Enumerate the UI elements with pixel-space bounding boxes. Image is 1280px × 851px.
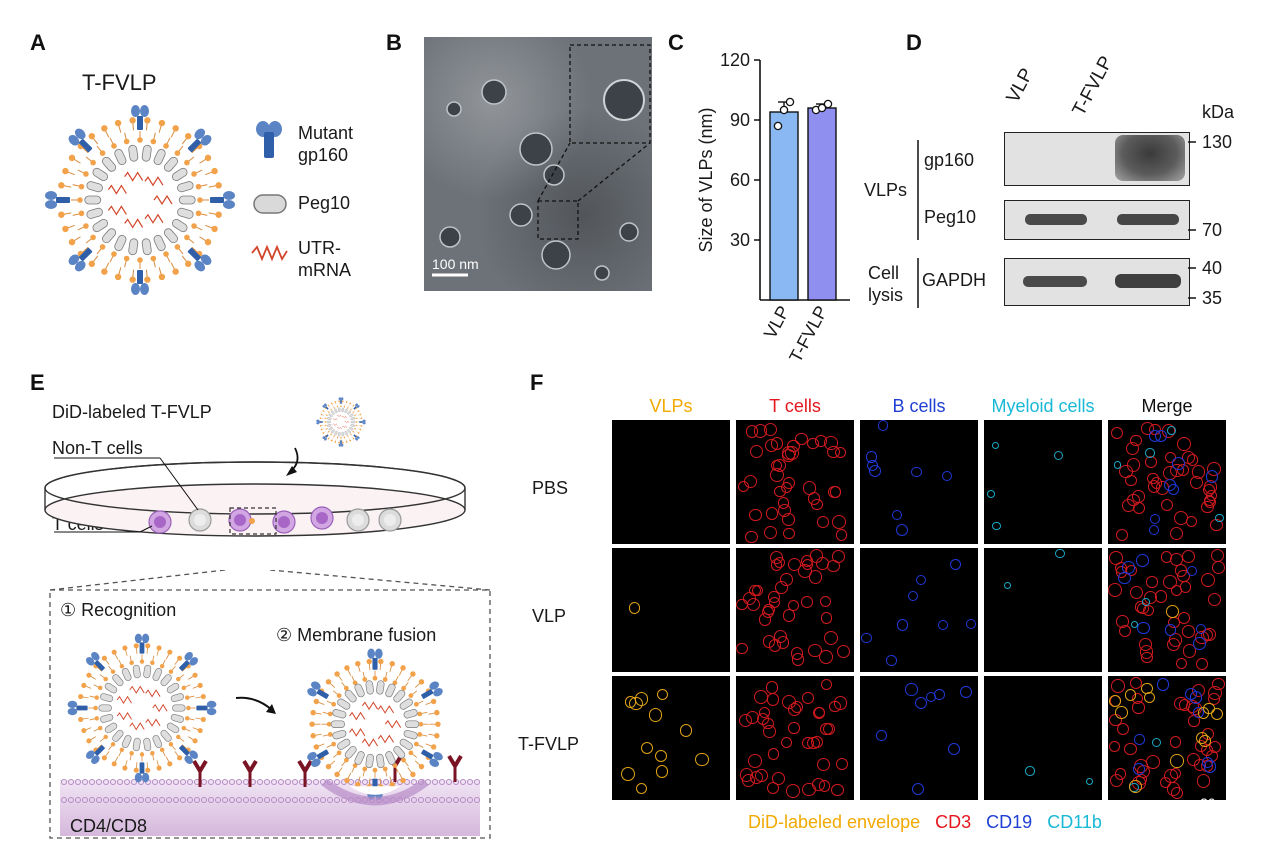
group-label-cell-lysis: Cell lysis: [868, 263, 903, 305]
data-point: [773, 121, 783, 131]
column-label-t-cells: T cells: [769, 396, 821, 416]
bar-vlp: [769, 111, 799, 301]
confocal-panel-pbs-vlps: [612, 420, 730, 544]
marker-70: 70: [1202, 220, 1223, 240]
group-label-vlps: VLPs: [864, 180, 908, 200]
gp160-icon: [256, 121, 282, 158]
mrna-squiggle-icon: [251, 244, 288, 262]
legend-mrna-label: UTR- mRNA: [298, 238, 351, 280]
data-point: [785, 97, 795, 107]
blot-label-gapdh: GAPDH: [922, 270, 987, 290]
y-tick-label: 60: [730, 170, 750, 190]
y-tick-label: 120: [720, 50, 750, 70]
marker-40: 40: [1202, 258, 1223, 278]
confocal-panel-t-fvlp-vlps: [612, 676, 730, 800]
column-label-merge: Merge: [1141, 396, 1193, 416]
marker-130: 130: [1202, 132, 1233, 152]
confocal-panel-vlp-vlps: [612, 548, 730, 672]
y-axis-label: Size of VLPs (nm): [696, 107, 716, 252]
row-label-t-fvlp: T-FVLP: [518, 734, 580, 754]
confocal-panel-t-fvlp-b-cells: [860, 676, 978, 800]
column-label-vlps: VLPs: [649, 396, 693, 416]
blot-gp160: [1004, 132, 1190, 186]
vlp-recognition-illustration: [67, 633, 217, 783]
marker-35: 35: [1202, 288, 1223, 308]
non-t-cells-label: Non-T cells: [52, 438, 143, 458]
confocal-panel-pbs-t-cells: [736, 420, 854, 544]
panel-label-c: C: [668, 30, 684, 55]
blot-gapdh: [1004, 258, 1190, 306]
column-label-myeloid-cells: Myeloid cells: [991, 396, 1095, 416]
step-recognition-label: ① Recognition: [60, 600, 177, 620]
confocal-panel-t-fvlp-merge: [1108, 676, 1226, 800]
blot-label-peg10: Peg10: [924, 207, 977, 227]
confocal-panel-vlp-t-cells: [736, 548, 854, 672]
panel-a-title: T-FVLP: [82, 70, 157, 95]
kda-label: kDa: [1202, 102, 1235, 122]
confocal-panel-vlp-b-cells: [860, 548, 978, 672]
legend-gp160-label: Mutant gp160: [298, 123, 354, 165]
confocal-panel-pbs-myeloid-cells: [984, 420, 1102, 544]
blot-brackets: [917, 140, 1196, 308]
tfvlp-particle-illustration: [45, 105, 235, 295]
panel-label-a: A: [30, 30, 46, 55]
tem-micrograph: [424, 37, 652, 291]
row-label-vlp: VLP: [532, 606, 567, 626]
channel-legend: DiD-labeled envelope CD3 CD19 CD11b: [748, 812, 1102, 833]
y-tick-label: 90: [730, 110, 750, 130]
data-point: [823, 99, 833, 109]
confocal-panel-vlp-merge: [1108, 548, 1226, 672]
culture-dish-illustration: [44, 397, 466, 537]
legend-cd3: CD3: [935, 812, 972, 832]
legend-cd19: CD19: [986, 812, 1033, 832]
column-label-b-cells: B cells: [892, 396, 946, 416]
confocal-panel-pbs-merge: [1108, 420, 1226, 544]
dish-title: DiD-labeled T-FVLP: [52, 402, 212, 422]
panel-label-e: E: [30, 370, 45, 395]
legend-peg10-label: Peg10: [298, 193, 351, 213]
tem-particles: [432, 44, 651, 281]
membrane-receptor-label: CD4/CD8: [70, 816, 148, 836]
row-label-pbs: PBS: [532, 478, 569, 498]
lane-label-tfvlp: T-FVLP: [1068, 52, 1118, 120]
tem-scalebar-label: 100 nm: [432, 256, 479, 272]
y-tick-label: 30: [730, 230, 750, 250]
arrow-icon: [235, 696, 276, 714]
confocal-panel-t-fvlp-t-cells: [736, 676, 854, 800]
vlp-fusion-illustration: [307, 648, 443, 806]
panel-label-f: F: [530, 370, 544, 395]
peg10-capsule-icon: [253, 194, 287, 214]
confocal-scalebar-line: [1228, 818, 1246, 821]
blot-label-gp160: gp160: [924, 150, 975, 170]
step-fusion-label: ② Membrane fusion: [276, 625, 437, 645]
confocal-panel-pbs-b-cells: [860, 420, 978, 544]
data-point: [779, 105, 789, 115]
panel-label-b: B: [386, 30, 402, 55]
panel-label-d: D: [906, 30, 922, 55]
bar-t-fvlp: [807, 107, 837, 301]
confocal-scalebar-label: 20 μm: [1200, 795, 1240, 811]
confocal-panel-t-fvlp-myeloid-cells: [984, 676, 1102, 800]
confocal-panel-vlp-myeloid-cells: [984, 548, 1102, 672]
blot-peg10: [1004, 200, 1190, 240]
data-point: [817, 103, 827, 113]
x-tick-label: VLP: [760, 302, 794, 341]
legend-cd11b: CD11b: [1047, 812, 1102, 832]
lane-label-vlp: VLP: [1002, 64, 1038, 107]
legend-did: DiD-labeled envelope: [748, 812, 921, 832]
